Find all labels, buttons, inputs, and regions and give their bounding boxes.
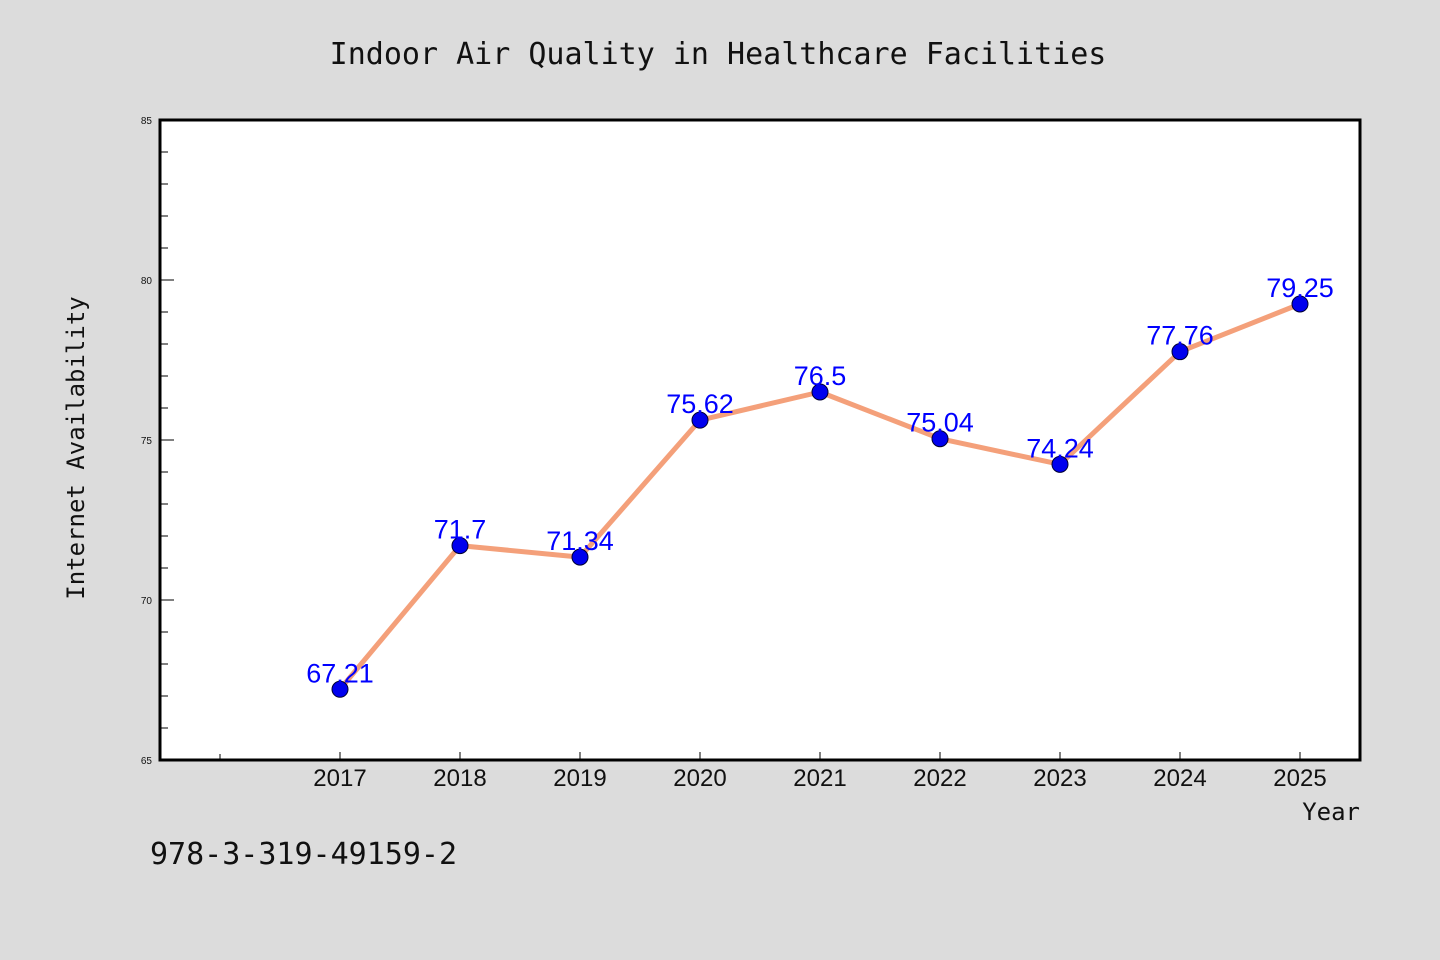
data-label: 77.76 <box>1146 321 1214 351</box>
data-point <box>691 411 709 429</box>
y-tick-label: 85 <box>141 116 153 127</box>
isbn-annotation: 978-3-319-49159-2 <box>150 837 457 872</box>
x-axis-title: Year <box>1302 798 1360 826</box>
x-tick-label: 2024 <box>1153 765 1206 792</box>
x-tick-label: 2023 <box>1033 765 1086 792</box>
x-tick-label: 2019 <box>553 765 606 792</box>
plot-area <box>158 118 1362 762</box>
data-label: 67.21 <box>306 658 374 688</box>
y-tick-label: 65 <box>141 756 153 767</box>
data-label: 74.24 <box>1026 433 1094 463</box>
data-label: 75.04 <box>906 408 974 438</box>
data-point <box>811 383 829 401</box>
x-tick-label: 2021 <box>793 765 846 792</box>
data-label: 79.25 <box>1266 273 1334 303</box>
series-group: 67.21 71.7 71.34 75.62 76.5 75.04 74.24 77.76 79… <box>306 273 1334 698</box>
y-tick-label: 70 <box>141 596 153 607</box>
data-point <box>1291 295 1309 313</box>
y-tick-label: 80 <box>141 276 153 287</box>
data-point <box>451 537 469 555</box>
data-label: 71.7 <box>434 515 487 545</box>
y-axis-ticks: 65 70 75 80 85 <box>141 116 174 767</box>
x-tick-label: 2025 <box>1273 765 1326 792</box>
data-label: 75.62 <box>666 389 734 419</box>
data-point <box>931 430 949 448</box>
data-label: 71.34 <box>546 526 614 556</box>
x-tick-label: 2022 <box>913 765 966 792</box>
data-point <box>1051 455 1069 473</box>
data-point <box>1171 343 1189 361</box>
y-axis-title: Internet Availability <box>62 296 90 599</box>
x-tick-label: 2020 <box>673 765 726 792</box>
x-axis-ticks: 2017 2018 2019 2020 2021 2022 2023 2024 2025 <box>219 752 1327 792</box>
x-tick-label: 2018 <box>433 765 486 792</box>
data-point <box>331 680 349 698</box>
data-label: 76.5 <box>794 361 847 391</box>
data-point <box>571 548 589 566</box>
chart-title: Indoor Air Quality in Healthcare Facilit… <box>330 37 1107 72</box>
x-tick-label: 2017 <box>313 765 366 792</box>
y-tick-label: 75 <box>141 436 153 447</box>
